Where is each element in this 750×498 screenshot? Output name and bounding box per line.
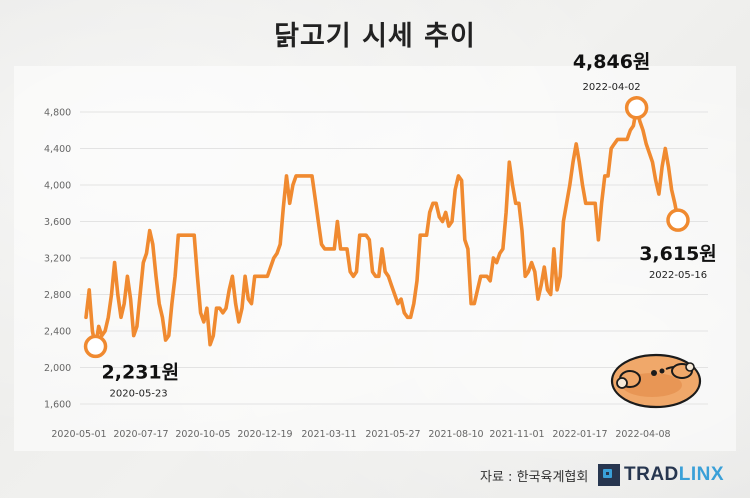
annotations: 2,231원 2020-05-23 4,846원 2022-04-02 3,615원 20… xyxy=(83,51,717,399)
y-tick-label: 4,000 xyxy=(44,181,71,192)
x-tick-label: 2020-10-05 xyxy=(175,429,230,440)
annotation-value: 2,231원 xyxy=(102,361,180,383)
annotation-value: 3,615원 xyxy=(639,243,717,265)
y-tick-label: 1,600 xyxy=(44,400,71,411)
y-tick-label: 2,000 xyxy=(44,363,71,374)
x-tick-label: 2022-01-17 xyxy=(552,429,607,440)
y-tick-label: 3,200 xyxy=(44,254,71,265)
chart-title: 닭고기 시세 추이 xyxy=(274,21,476,52)
highlight-marker xyxy=(624,96,649,120)
x-tick-label: 2021-11-01 xyxy=(489,429,544,440)
annotation-date: 2020-05-23 xyxy=(110,388,168,399)
logo-wordmark: TRADLINX xyxy=(624,464,725,485)
logo-mark-icon xyxy=(598,464,620,486)
x-tick-label: 2020-07-17 xyxy=(113,429,168,440)
series-lines xyxy=(84,106,680,349)
y-tick-label: 2,800 xyxy=(44,290,71,301)
x-tick-label: 2020-12-19 xyxy=(237,429,292,440)
y-tick-label: 4,800 xyxy=(44,108,71,119)
tradlinx-logo: TRADLINX xyxy=(598,462,724,488)
annotation-date: 2022-05-16 xyxy=(649,270,707,281)
x-tick-label: 2020-05-01 xyxy=(51,429,106,440)
y-axis: 1,600 2,000 2,400 2,800 3,200 3,600 4,000 4,400… xyxy=(44,108,71,411)
x-tick-label: 2021-05-27 xyxy=(365,429,420,440)
roast-chicken-icon xyxy=(610,353,702,409)
y-tick-label: 3,600 xyxy=(44,217,71,228)
x-tick-label: 2021-08-10 xyxy=(428,429,483,440)
x-tick-label: 2022-04-08 xyxy=(615,429,670,440)
y-tick-label: 2,400 xyxy=(44,327,71,338)
y-tick-label: 4,400 xyxy=(44,144,71,155)
x-axis: 2020-05-01 2020-07-17 2020-10-05 2020-12-19… xyxy=(51,429,670,440)
highlight-marker xyxy=(666,208,690,232)
annotation-value: 4,846원 xyxy=(573,51,651,73)
grid-lines xyxy=(80,111,708,405)
annotation-date: 2022-04-02 xyxy=(583,82,641,93)
source-note: 자료 : 한국육계협회 xyxy=(480,470,589,485)
x-tick-label: 2021-03-11 xyxy=(301,429,356,440)
price-line xyxy=(84,106,680,349)
highlight-marker xyxy=(83,334,108,359)
